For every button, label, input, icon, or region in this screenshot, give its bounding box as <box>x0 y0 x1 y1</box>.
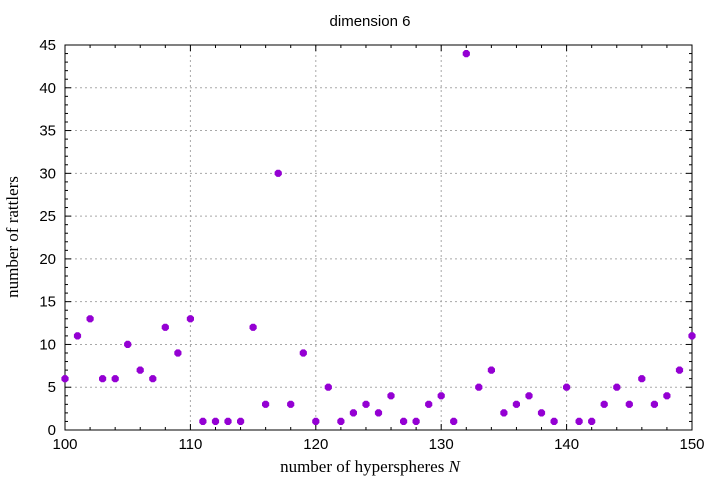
data-point <box>650 400 658 408</box>
data-point <box>387 392 395 400</box>
data-point <box>224 417 232 425</box>
y-tick-label: 0 <box>48 422 56 439</box>
data-point <box>688 332 696 340</box>
y-axis-label: number of rattlers <box>3 176 22 298</box>
x-tick-label: 100 <box>52 436 77 453</box>
data-point <box>324 383 332 391</box>
data-point <box>550 417 558 425</box>
y-tick-label: 10 <box>39 336 56 353</box>
data-point <box>312 417 320 425</box>
data-point <box>86 315 94 323</box>
data-point <box>563 383 571 391</box>
data-point <box>149 375 157 383</box>
data-point <box>663 392 671 400</box>
data-point <box>374 409 383 417</box>
data-point <box>437 392 445 400</box>
x-tick-label: 150 <box>679 436 704 453</box>
data-point <box>425 400 433 408</box>
data-point <box>199 417 207 425</box>
data-point <box>287 400 295 408</box>
data-point <box>211 417 220 425</box>
data-point <box>638 375 646 383</box>
data-point <box>61 375 69 383</box>
data-point <box>537 409 546 417</box>
data-point <box>588 417 596 425</box>
x-tick-label: 110 <box>178 436 202 453</box>
y-tick-label: 40 <box>39 80 56 97</box>
data-point <box>274 169 282 177</box>
data-point <box>600 400 608 408</box>
x-axis-label: number of hyperspheres N <box>280 457 462 476</box>
data-point <box>487 366 495 374</box>
data-point <box>249 323 257 331</box>
data-point <box>124 340 132 348</box>
data-point <box>186 315 194 323</box>
data-point <box>237 417 245 425</box>
data-point <box>349 409 357 417</box>
y-tick-label: 35 <box>39 123 56 140</box>
data-point <box>111 375 119 383</box>
data-point <box>299 349 307 357</box>
plot-frame <box>64 44 693 431</box>
y-tick-label: 45 <box>39 37 56 54</box>
x-axis-label-variable: N <box>448 457 462 476</box>
data-point <box>174 349 182 357</box>
data-point <box>412 417 420 425</box>
data-point <box>525 392 533 400</box>
y-tick-label: 20 <box>39 251 56 268</box>
y-tick-label: 25 <box>39 208 56 225</box>
data-point <box>450 417 458 425</box>
chart-title: dimension 6 <box>330 13 411 30</box>
data-point <box>575 417 583 425</box>
data-point <box>262 400 270 408</box>
data-point <box>362 400 370 408</box>
data-point <box>613 383 621 391</box>
x-tick-label: 140 <box>554 436 579 453</box>
x-axis-label-text: number of hyperspheres <box>280 457 444 476</box>
data-point <box>337 417 345 425</box>
x-tick-label: 130 <box>429 436 454 453</box>
data-point <box>625 400 633 408</box>
data-point <box>500 409 508 417</box>
grid <box>65 45 692 430</box>
y-tick-label: 15 <box>39 294 56 311</box>
data-point <box>512 400 520 408</box>
data-points <box>61 50 696 425</box>
data-point <box>136 366 144 374</box>
data-point <box>675 366 684 374</box>
data-point <box>400 417 408 425</box>
x-tick-label: 120 <box>303 436 328 453</box>
data-point <box>99 375 107 383</box>
axis-ticks: 100 110 120 130 140 150 0 5 10 15 20 25 30 35 40 45 <box>39 37 704 453</box>
data-point <box>475 383 483 391</box>
data-point <box>161 323 169 331</box>
data-point <box>73 332 82 340</box>
data-point <box>462 50 470 58</box>
y-tick-label: 30 <box>39 165 56 182</box>
y-tick-label: 5 <box>48 379 56 396</box>
